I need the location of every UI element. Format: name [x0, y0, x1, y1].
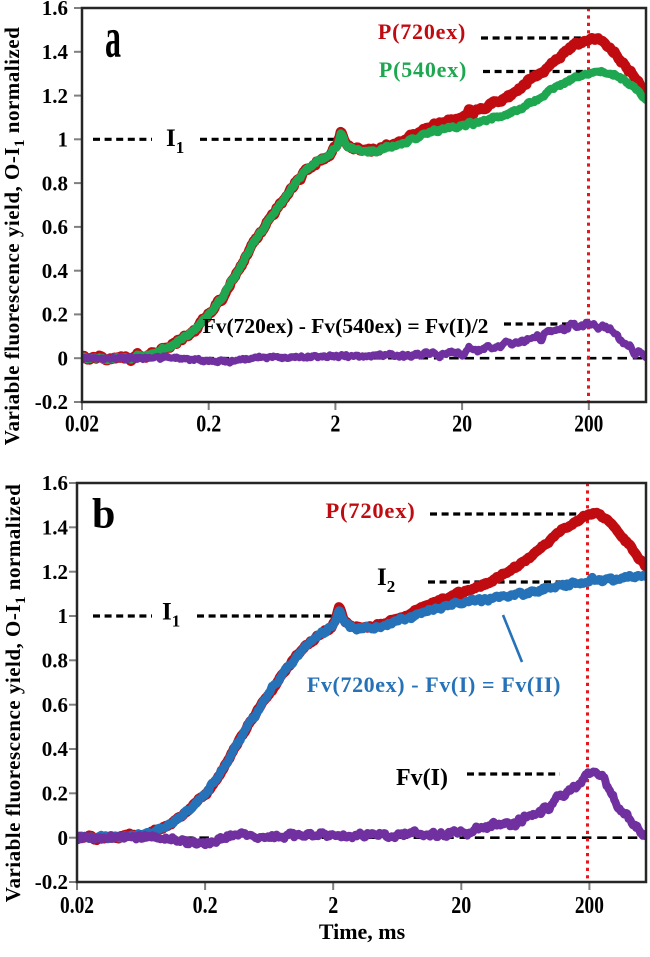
svg-text:0.4: 0.4	[42, 737, 69, 761]
svg-text:0.6: 0.6	[42, 215, 68, 239]
svg-text:1.2: 1.2	[42, 84, 68, 108]
svg-text:a: a	[105, 7, 121, 70]
svg-text:Variable fluorescence yield, O: Variable fluorescence yield, O-I1 normal…	[0, 27, 28, 446]
svg-text:0.8: 0.8	[42, 171, 68, 195]
svg-text:P(540ex): P(540ex)	[379, 57, 467, 82]
svg-text:20: 20	[451, 893, 471, 919]
svg-text:Time, ms: Time, ms	[319, 919, 406, 944]
svg-text:1.6: 1.6	[42, 0, 68, 20]
svg-text:200: 200	[574, 412, 603, 438]
svg-text:1.4: 1.4	[42, 516, 69, 540]
svg-text:0.02: 0.02	[65, 412, 99, 438]
svg-text:0.6: 0.6	[42, 693, 68, 717]
svg-text:0.8: 0.8	[42, 649, 68, 673]
svg-text:0.2: 0.2	[42, 303, 68, 327]
svg-text:1: 1	[58, 604, 69, 628]
svg-text:2: 2	[330, 412, 340, 438]
svg-text:-0.2: -0.2	[35, 390, 68, 414]
svg-text:0.2: 0.2	[193, 893, 218, 919]
svg-text:P(720ex): P(720ex)	[325, 498, 415, 523]
svg-text:P(720ex): P(720ex)	[378, 19, 466, 44]
svg-text:1.6: 1.6	[42, 471, 68, 495]
svg-text:Fv(I): Fv(I)	[396, 765, 448, 791]
svg-text:1.4: 1.4	[42, 40, 69, 64]
svg-text:Fv(720ex) - Fv(540ex) = Fv(I)/: Fv(720ex) - Fv(540ex) = Fv(I)/2	[203, 314, 489, 338]
svg-text:0: 0	[58, 826, 69, 850]
svg-text:0.2: 0.2	[196, 412, 221, 438]
svg-text:2: 2	[328, 893, 338, 919]
svg-text:0.4: 0.4	[42, 259, 69, 283]
svg-text:0.2: 0.2	[42, 782, 68, 806]
svg-text:Fv(720ex) - Fv(I) = Fv(II): Fv(720ex) - Fv(I) = Fv(II)	[307, 672, 561, 697]
svg-text:1.2: 1.2	[42, 560, 68, 584]
svg-text:200: 200	[575, 893, 604, 919]
svg-text:Variable fluorescence yield, O: Variable fluorescence yield, O-I1 normal…	[1, 484, 29, 903]
svg-text:b: b	[92, 492, 115, 538]
svg-text:0.02: 0.02	[60, 893, 94, 919]
svg-text:1: 1	[58, 128, 69, 152]
svg-text:0: 0	[58, 346, 69, 370]
svg-text:20: 20	[452, 412, 472, 438]
svg-text:-0.2: -0.2	[35, 870, 68, 894]
